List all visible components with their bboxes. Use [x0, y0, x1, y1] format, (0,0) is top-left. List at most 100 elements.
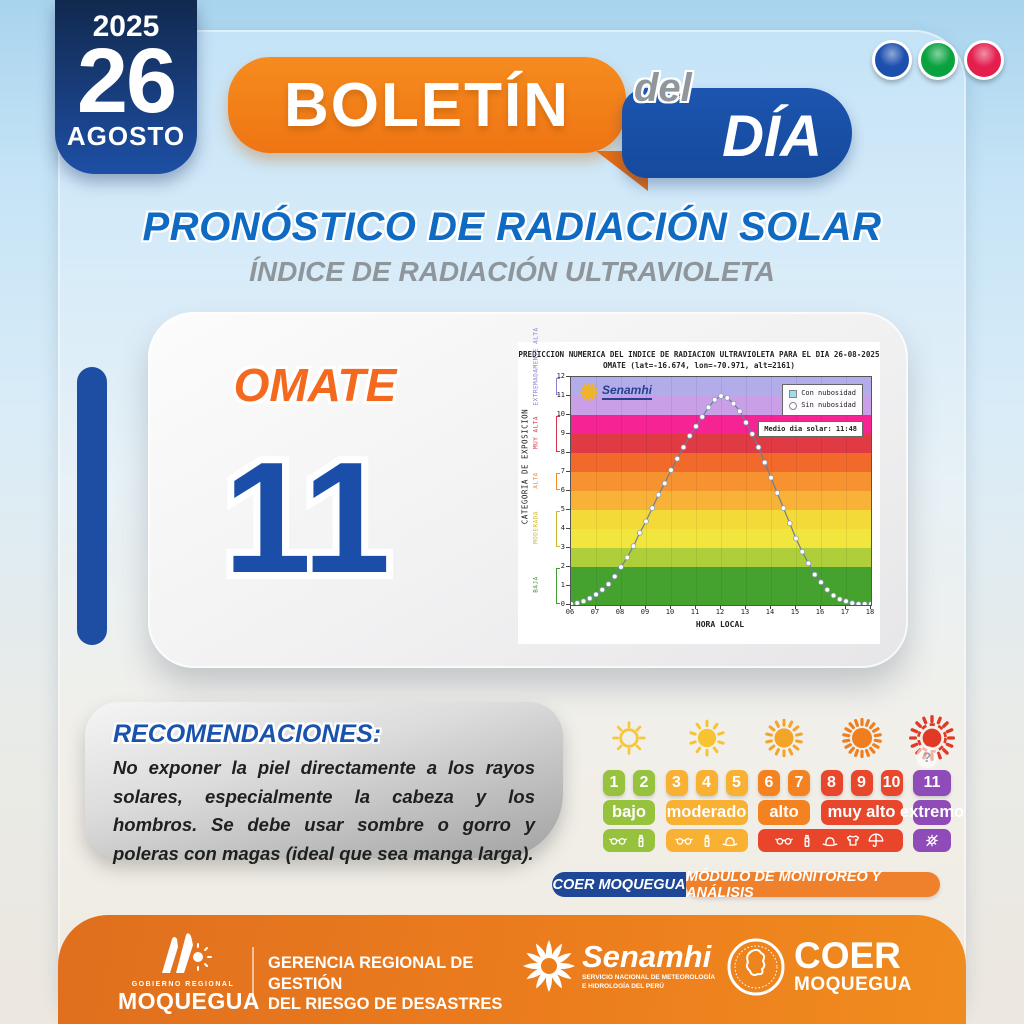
page-subtitle: ÍNDICE DE RADIACIÓN ULTRAVIOLETA [249, 256, 775, 287]
x-tick-label: 13 [740, 608, 750, 616]
y-tick-label: 0 [560, 600, 565, 608]
x-tick-mark [745, 605, 746, 609]
y-tick-label: 6 [560, 486, 565, 494]
uv-forecast-chart: PREDICCION NUMERICA DEL INDICE DE RADIAC… [518, 327, 880, 644]
y-tick-label: 11 [556, 391, 565, 399]
coer-logo-block: COER MOQUEGUA [726, 937, 912, 997]
uv-series [571, 393, 871, 605]
y-tick-label: 4 [560, 524, 565, 532]
y-tick-mark [566, 585, 570, 586]
gridline [796, 377, 797, 605]
exposure-category-label: BAJA [532, 576, 540, 593]
y-tick-label: 2 [560, 562, 565, 570]
y-tick-label: 3 [560, 543, 565, 551]
y-tick-label: 1 [560, 581, 565, 589]
del-text: del [634, 66, 692, 110]
gridline [621, 377, 622, 605]
chart-subtitle: OMATE (lat=-16.674, lon=-70.971, alt=216… [602, 361, 796, 370]
uv-band [571, 567, 871, 605]
y-tick-mark [566, 471, 570, 472]
x-tick-label: 10 [665, 608, 675, 616]
coer-badge: COER MOQUEGUA [552, 872, 686, 897]
no-sun-icon [926, 834, 938, 847]
y-tick-mark [566, 547, 570, 548]
x-tick-label: 06 [565, 608, 575, 616]
uv-value-display: 11 [216, 423, 397, 600]
gridline [596, 377, 597, 605]
page-title: PRONÓSTICO DE RADIACIÓN SOLAR [142, 205, 882, 249]
protection-icons-alto-muy-alto [758, 829, 903, 852]
x-tick-mark [645, 605, 646, 609]
gobierno-regional-logo: GOBIERNO REGIONAL MOQUEGUA [118, 933, 260, 1015]
sunglasses-icon [608, 838, 627, 845]
x-tick-mark [595, 605, 596, 609]
x-tick-label: 08 [615, 608, 625, 616]
sun-very-high-icon [841, 717, 882, 759]
red-dot [964, 40, 1004, 80]
senamhi-sub2: E HIDROLOGÍA DEL PERÚ [582, 982, 664, 990]
gridline [771, 377, 772, 605]
uv-band [571, 529, 871, 548]
x-tick-label: 12 [715, 608, 725, 616]
senamhi-subtitle: SERVICIO NACIONAL DE METEOROLOGÍA E HIDR… [582, 974, 715, 991]
x-tick-label: 17 [840, 608, 850, 616]
uv-tile-9: 9 [850, 770, 873, 796]
date-year: 2025 [92, 10, 160, 43]
senamhi-flower-icon [523, 940, 575, 992]
uv-tile-5: 5 [725, 770, 748, 796]
gridline [846, 377, 847, 605]
x-tick-mark [620, 605, 621, 609]
legend-label: Sin nubosidad [801, 400, 856, 409]
legend-entry: Con nubosidad [789, 388, 856, 400]
chart-legend: Con nubosidad Sin nubosidad [782, 384, 863, 416]
green-dot [918, 40, 958, 80]
uv-value: 11 [223, 430, 390, 600]
y-tick-label: 12 [556, 372, 565, 380]
x-tick-mark [795, 605, 796, 609]
gobierno-regional-label: GOBIERNO REGIONAL [131, 981, 235, 988]
y-tick-mark [566, 509, 570, 510]
dia-banner: DÍA [622, 88, 852, 178]
sunscreen-icon [638, 834, 643, 848]
x-tick-label: 18 [865, 608, 875, 616]
hat-icon [822, 837, 838, 847]
chart-ylabel: CATEGORIA DE EXPOSICION [520, 408, 530, 525]
y-tick-mark [566, 395, 570, 396]
x-tick-label: 07 [590, 608, 600, 616]
coer-name: COER [794, 935, 901, 977]
moquegua-label: MOQUEGUA [118, 988, 260, 1014]
exposure-category-label: MODERADA [532, 511, 540, 544]
uv-band [571, 472, 871, 491]
uv-band [571, 510, 871, 529]
y-tick-label: 5 [560, 505, 565, 513]
boletin-banner: BOLETÍN [228, 57, 626, 153]
uv-tile-8: 8 [820, 770, 843, 796]
station-name: OMATE [233, 359, 397, 411]
recommendations-card: RECOMENDACIONES: No exponer la piel dire… [85, 702, 563, 864]
chart-xlabel: HORA LOCAL [695, 620, 745, 629]
shirt-icon [847, 835, 860, 846]
y-tick-mark [566, 490, 570, 491]
y-tick-label: 9 [560, 429, 565, 437]
x-tick-mark [870, 605, 871, 609]
hat-icon [722, 837, 737, 847]
x-tick-label: 14 [765, 608, 775, 616]
y-tick-mark [566, 414, 570, 415]
sun-moderate-icon [688, 719, 725, 757]
accent-bar [77, 367, 107, 645]
gridline [671, 377, 672, 605]
uv-category-moderado: moderado [665, 800, 748, 825]
sunglasses-icon [775, 838, 794, 845]
gerencia-text: GERENCIA REGIONAL DE GESTIÓN DEL RIESGO … [268, 953, 508, 1015]
y-tick-label: 10 [556, 410, 565, 418]
uv-tile-3: 3 [665, 770, 688, 796]
category-bracket [556, 568, 560, 604]
date-month: AGOSTO [66, 121, 186, 152]
gridline [821, 377, 822, 605]
y-tick-label: 8 [560, 448, 565, 456]
sunglasses-icon [674, 838, 693, 845]
gridline [721, 377, 722, 605]
coer-seal-icon [727, 938, 785, 996]
uv-tile-6: 6 [758, 770, 780, 796]
